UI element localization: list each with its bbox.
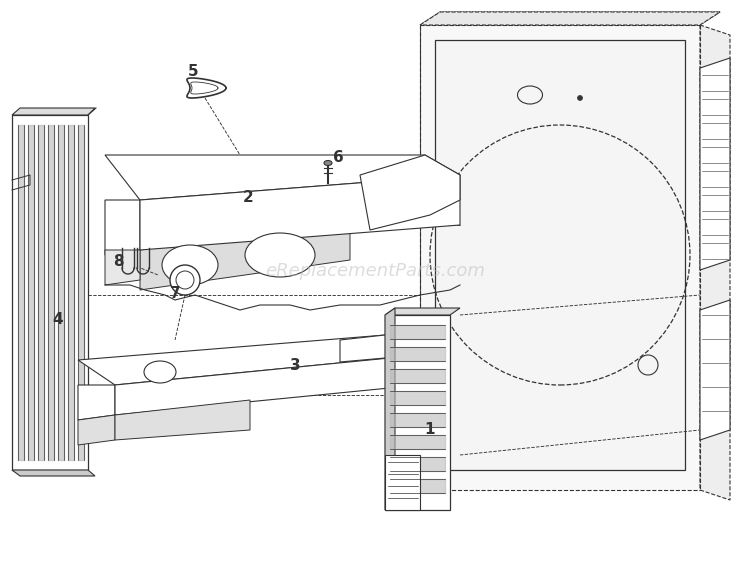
Polygon shape [12, 115, 88, 470]
Text: 8: 8 [112, 255, 123, 269]
Polygon shape [385, 315, 450, 510]
Text: 6: 6 [333, 150, 344, 165]
Ellipse shape [176, 271, 194, 289]
Polygon shape [385, 308, 460, 315]
Polygon shape [105, 200, 140, 255]
Polygon shape [700, 25, 730, 500]
Polygon shape [420, 12, 720, 25]
Polygon shape [420, 12, 720, 25]
Text: 3: 3 [290, 358, 300, 372]
Polygon shape [385, 455, 420, 510]
Ellipse shape [324, 161, 332, 165]
Polygon shape [385, 308, 395, 510]
Ellipse shape [162, 245, 218, 285]
Polygon shape [435, 40, 685, 470]
Polygon shape [78, 415, 115, 445]
Text: 4: 4 [53, 312, 63, 328]
Polygon shape [115, 355, 420, 415]
Polygon shape [105, 155, 460, 200]
Polygon shape [78, 335, 420, 385]
Polygon shape [105, 250, 140, 285]
Polygon shape [360, 155, 460, 230]
Polygon shape [115, 400, 250, 440]
Ellipse shape [578, 96, 583, 101]
Polygon shape [12, 108, 95, 115]
Ellipse shape [245, 233, 315, 277]
Ellipse shape [144, 361, 176, 383]
Polygon shape [700, 300, 730, 440]
Polygon shape [140, 220, 350, 290]
Polygon shape [140, 175, 460, 250]
Text: 5: 5 [188, 65, 198, 80]
Text: eReplacementParts.com: eReplacementParts.com [265, 262, 485, 280]
Polygon shape [420, 25, 700, 490]
Polygon shape [700, 58, 730, 270]
Text: 2: 2 [243, 190, 254, 205]
Text: 1: 1 [424, 423, 435, 438]
Polygon shape [340, 335, 420, 370]
Polygon shape [12, 470, 95, 476]
Text: 7: 7 [170, 285, 180, 300]
Polygon shape [78, 385, 115, 420]
Ellipse shape [170, 265, 200, 295]
